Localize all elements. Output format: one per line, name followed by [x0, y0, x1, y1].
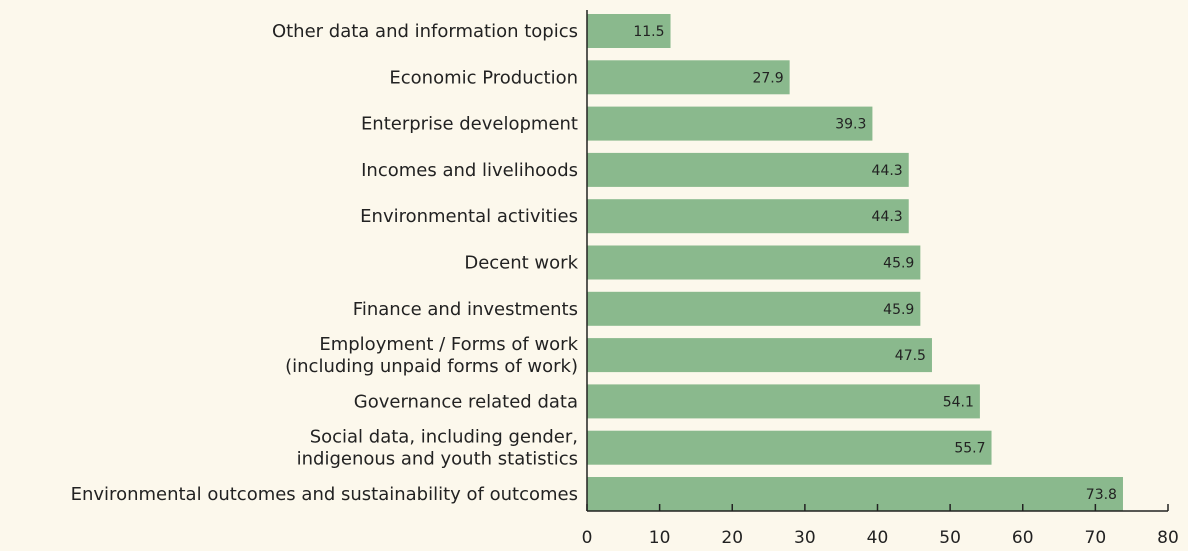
bar [587, 60, 790, 95]
value-label: 44.3 [872, 163, 903, 179]
bar [587, 106, 873, 141]
bar [587, 152, 909, 187]
bar [587, 338, 932, 373]
bar [587, 14, 671, 48]
category-label: Environmental activities [360, 206, 578, 227]
bar [587, 199, 909, 234]
value-label: 55.7 [954, 441, 985, 457]
x-tick-label: 50 [939, 528, 961, 548]
value-label: 47.5 [895, 348, 926, 364]
x-tick-label: 40 [867, 528, 889, 548]
bar [587, 477, 1123, 511]
category-label: Social data, including gender, indigenous… [297, 427, 578, 470]
category-label: Incomes and livelihoods [361, 160, 578, 181]
bar [587, 430, 992, 465]
value-label: 73.8 [1086, 487, 1117, 503]
category-label: Employment / Forms of work (including unp… [285, 334, 578, 377]
x-tick-label: 70 [1085, 528, 1107, 548]
bar [587, 291, 921, 326]
x-tick-label: 60 [1012, 528, 1034, 548]
category-label: Economic Production [389, 67, 578, 88]
value-label: 54.1 [943, 394, 974, 410]
bar [587, 245, 921, 280]
category-label: Enterprise development [361, 114, 578, 135]
x-tick-label: 30 [794, 528, 816, 548]
value-label: 45.9 [883, 302, 914, 318]
category-label: Finance and investments [353, 299, 578, 320]
x-tick-label: 20 [721, 528, 743, 548]
bar [587, 384, 980, 419]
value-label: 27.9 [752, 70, 783, 86]
category-label: Other data and information topics [272, 21, 578, 42]
value-label: 11.5 [633, 24, 664, 40]
x-tick-label: 0 [582, 528, 593, 548]
category-label: Environmental outcomes and sustainabilit… [71, 484, 578, 505]
value-label: 45.9 [883, 256, 914, 272]
category-label: Governance related data [354, 391, 578, 412]
x-tick-label: 10 [649, 528, 671, 548]
x-tick-label: 80 [1157, 528, 1179, 548]
value-label: 44.3 [872, 209, 903, 225]
value-label: 39.3 [835, 117, 866, 133]
category-label: Decent work [464, 253, 578, 274]
